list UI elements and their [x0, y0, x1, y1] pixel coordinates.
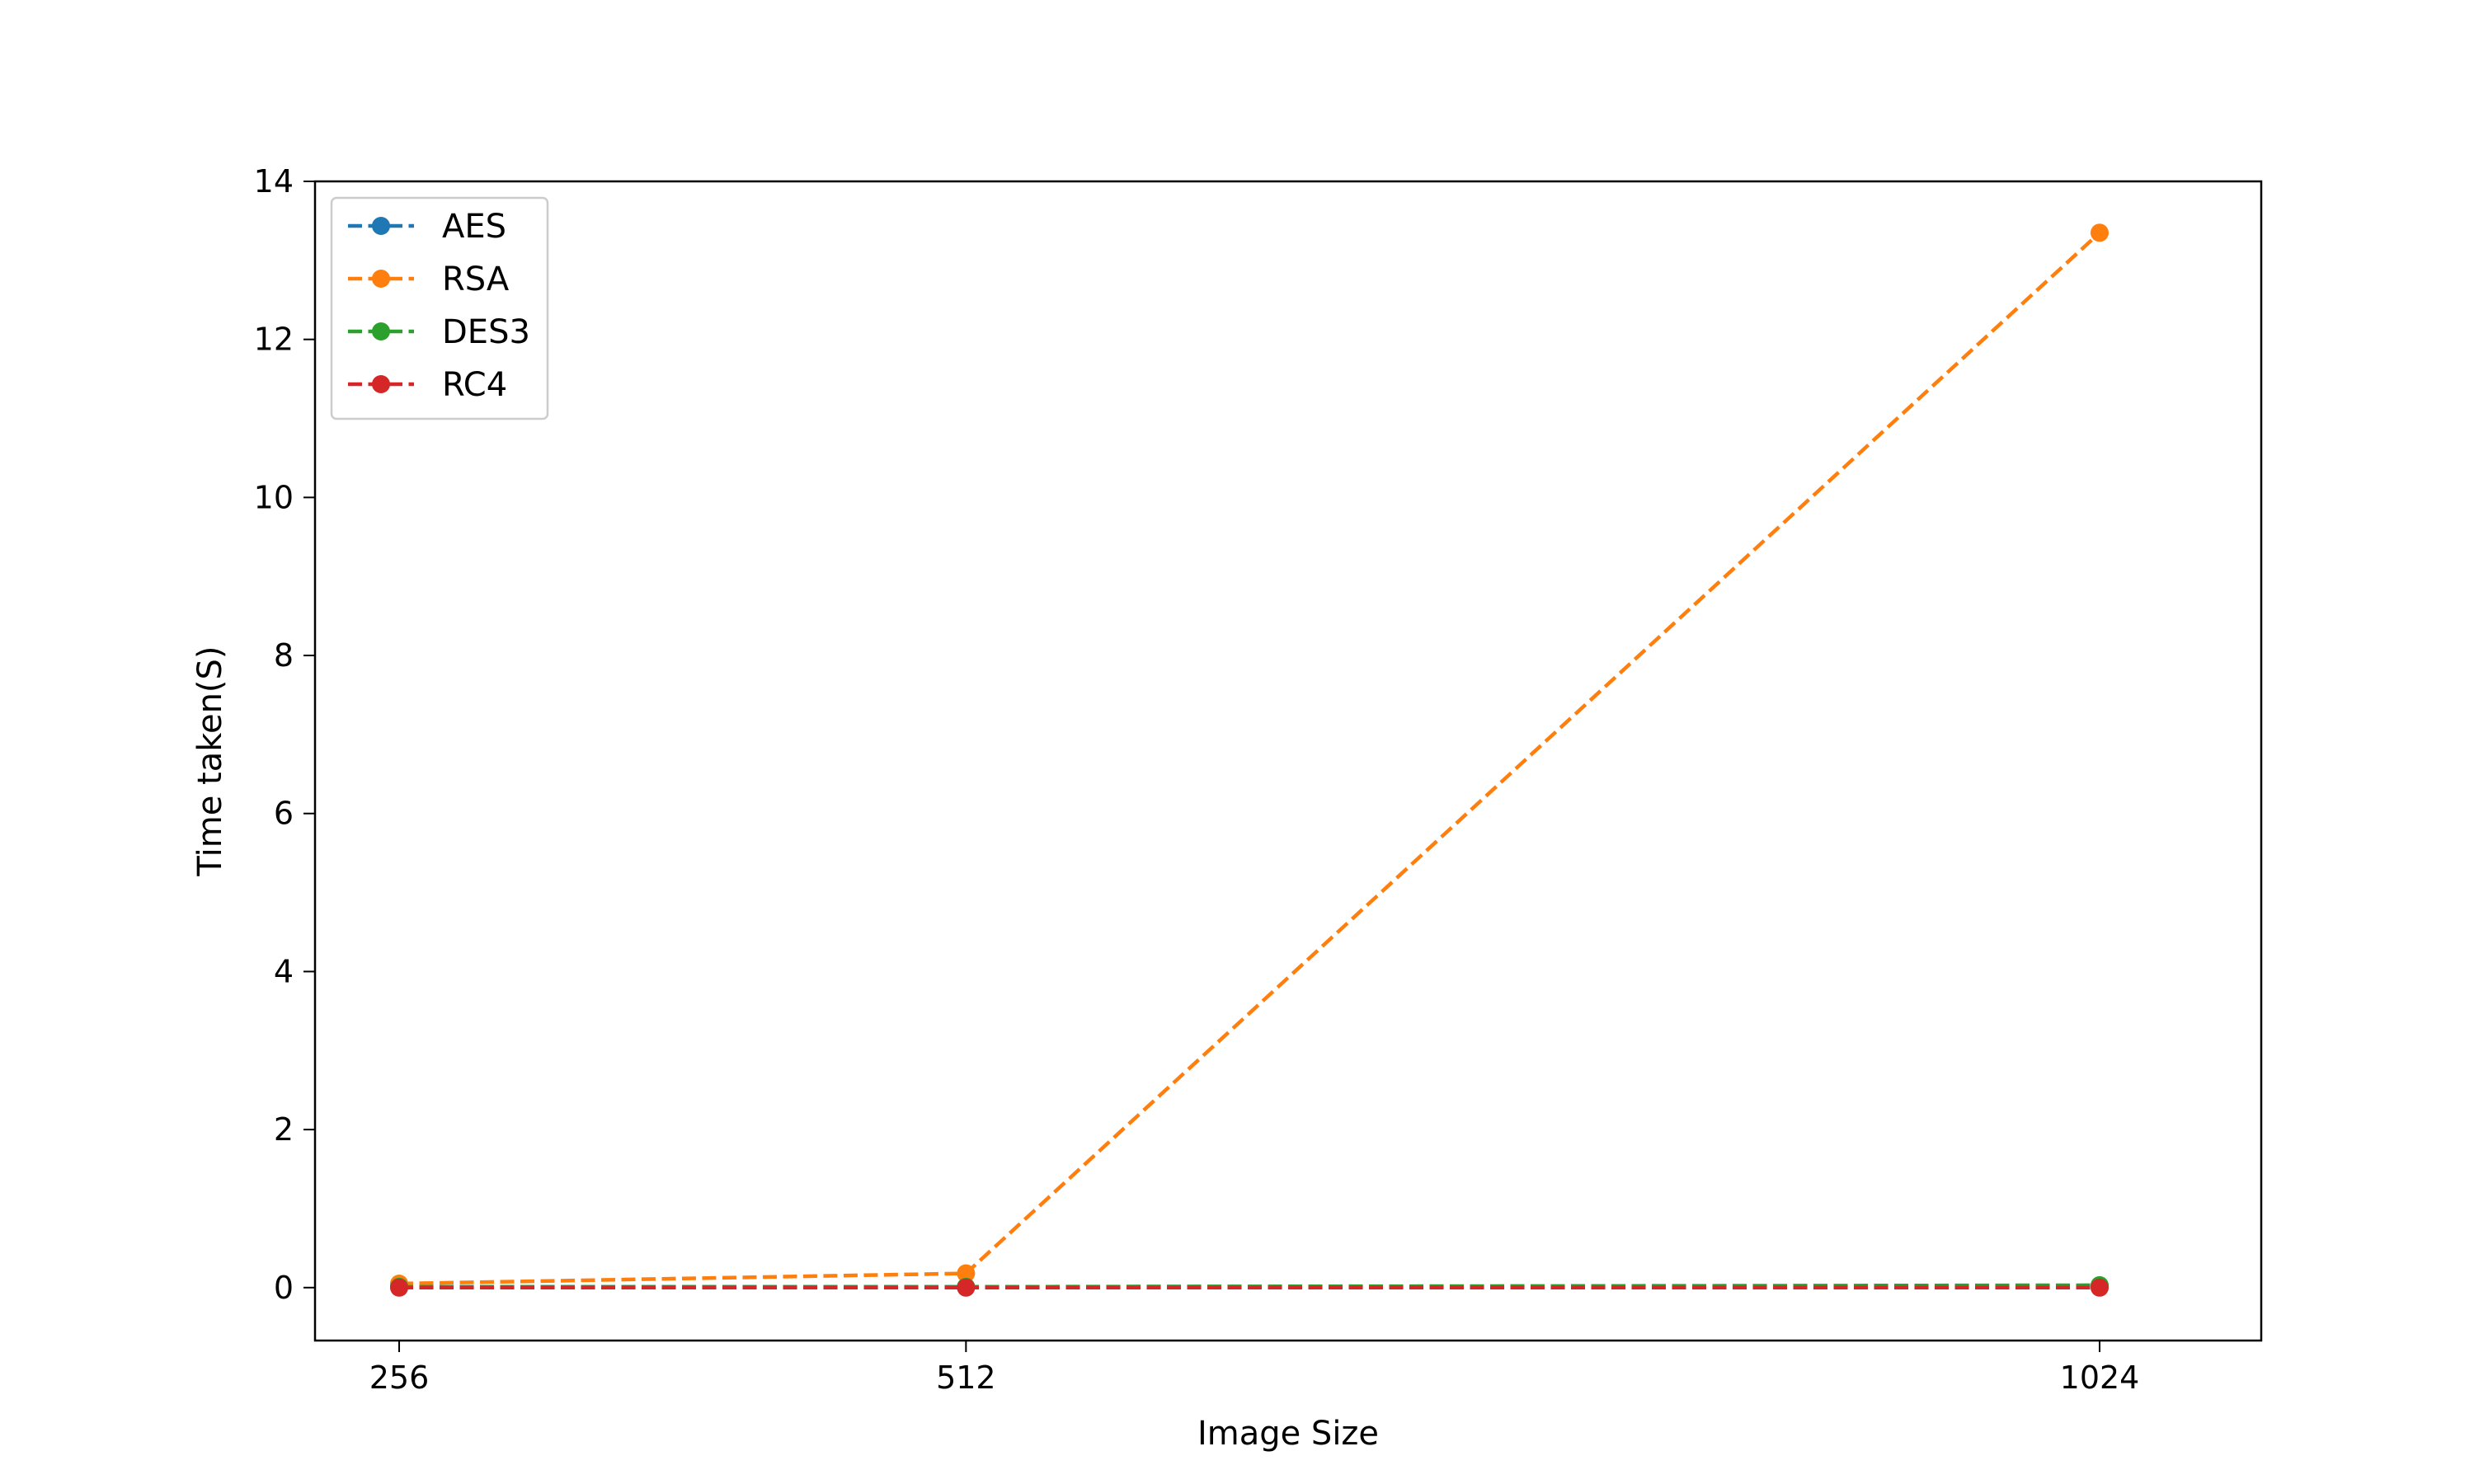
legend-label: AES [442, 208, 506, 246]
y-tick-label: 10 [254, 479, 294, 515]
y-tick-label: 14 [254, 163, 294, 200]
legend-item-rc4: RC4 [348, 366, 507, 404]
legend-item-aes: AES [348, 208, 506, 246]
y-axis: 0 2 4 6 8 10 12 14 [254, 163, 315, 1306]
data-point-rsa [957, 1264, 976, 1283]
plot-area [390, 223, 2109, 1297]
legend-swatch-marker [372, 322, 390, 340]
x-axis-label: Image Size [1197, 1415, 1379, 1453]
legend: AES RSA DES3 RC4 [330, 196, 549, 420]
x-tick-label: 256 [369, 1360, 430, 1396]
y-tick-label: 4 [274, 953, 294, 989]
y-tick-label: 0 [274, 1270, 294, 1306]
y-tick-label: 2 [274, 1111, 294, 1148]
data-point-rc4 [390, 1278, 409, 1297]
y-axis-label: Time taken(S) [191, 646, 229, 876]
y-tick-label: 6 [274, 796, 294, 832]
x-axis: 256 512 1024 [369, 1341, 2140, 1396]
plot-frame [313, 180, 2263, 1342]
legend-swatch-marker [372, 270, 390, 288]
data-point-rsa [2091, 223, 2109, 242]
legend-label: RSA [442, 261, 510, 298]
y-tick-label: 12 [254, 322, 294, 358]
legend-swatch-marker [372, 375, 390, 393]
y-tick-label: 8 [274, 637, 294, 674]
legend-item-rsa: RSA [348, 261, 510, 298]
legend-item-des3: DES3 [348, 313, 530, 351]
data-point-rc4 [957, 1278, 976, 1297]
legend-label: RC4 [442, 366, 507, 404]
legend-swatch-marker [372, 217, 390, 235]
legend-label: DES3 [442, 313, 530, 351]
data-point-rc4 [2091, 1278, 2109, 1297]
x-tick-label: 512 [936, 1360, 996, 1396]
legend-box [330, 196, 549, 420]
x-tick-label: 1024 [2060, 1360, 2140, 1396]
